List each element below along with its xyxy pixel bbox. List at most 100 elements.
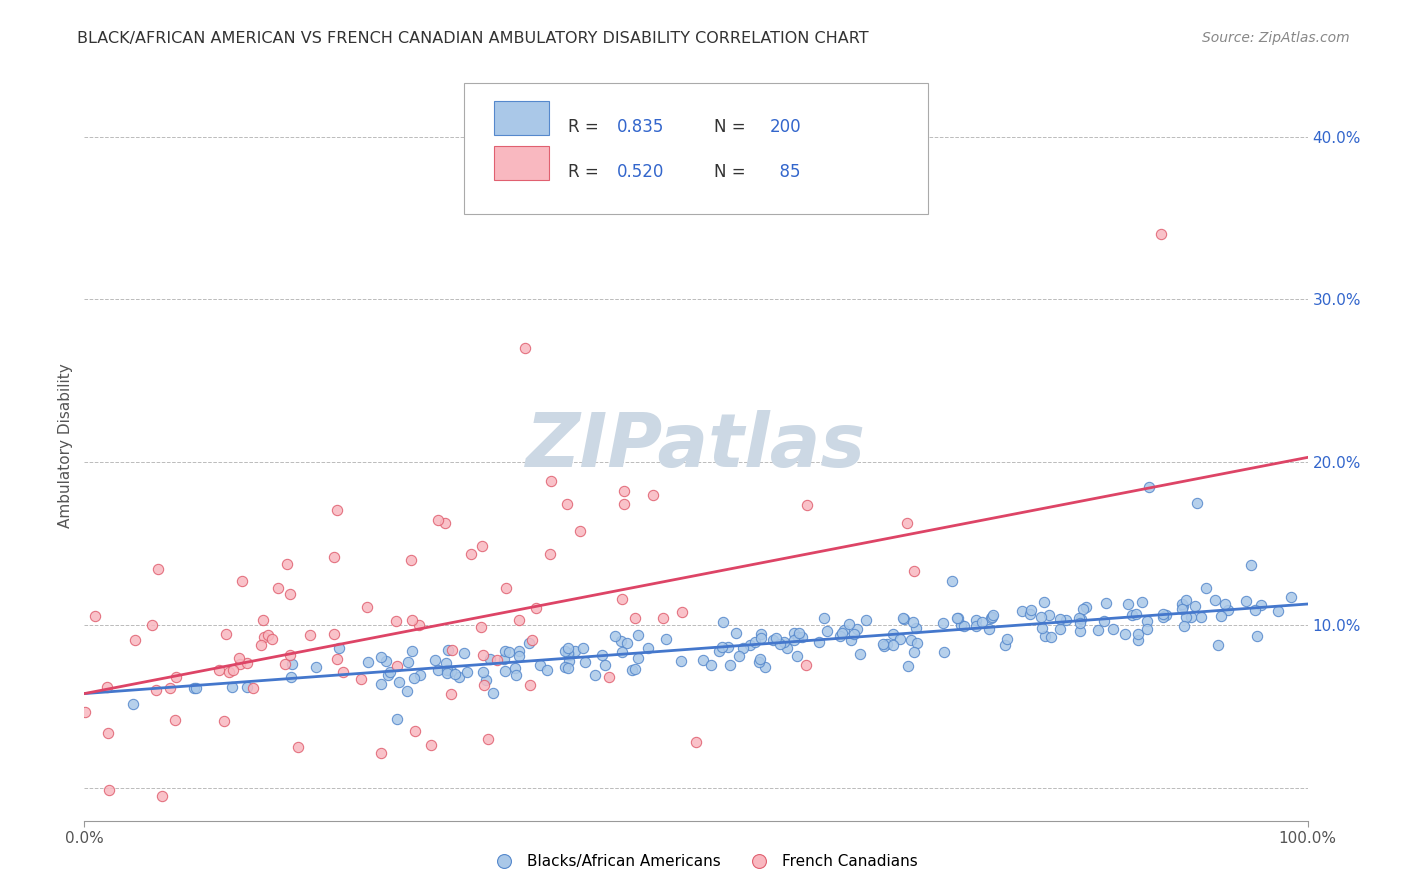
Point — [557, 661, 579, 675]
Point — [685, 735, 707, 749]
Text: R =: R = — [568, 118, 603, 136]
Point — [1206, 638, 1229, 652]
Text: Source: ZipAtlas.com: Source: ZipAtlas.com — [1202, 31, 1350, 45]
Point — [231, 574, 253, 588]
Point — [711, 640, 734, 654]
Point — [252, 613, 274, 627]
Point — [1032, 595, 1054, 609]
Point — [1234, 594, 1257, 608]
Point — [242, 681, 264, 695]
Point — [212, 714, 235, 728]
Point — [73, 705, 96, 719]
Point — [1171, 602, 1194, 616]
Point — [478, 652, 501, 666]
Point — [841, 632, 863, 647]
Point — [1116, 597, 1139, 611]
Point — [613, 497, 636, 511]
Point — [558, 654, 581, 668]
Point — [1171, 597, 1194, 611]
Point — [1189, 610, 1212, 624]
Point — [1092, 614, 1115, 628]
Point — [274, 657, 297, 672]
Point — [855, 613, 877, 627]
Point — [555, 498, 578, 512]
Point — [332, 665, 354, 680]
Point — [754, 660, 776, 674]
Point — [492, 652, 515, 666]
Point — [396, 684, 419, 698]
Point — [783, 632, 806, 647]
Point — [482, 686, 505, 700]
Point — [765, 631, 787, 645]
Point — [807, 635, 830, 649]
Point — [299, 627, 322, 641]
Point — [519, 678, 541, 692]
Point — [762, 632, 785, 647]
Point — [1018, 607, 1040, 622]
Point — [260, 632, 283, 646]
Point — [903, 645, 925, 659]
Text: N =: N = — [714, 118, 751, 136]
Point — [538, 547, 561, 561]
Point — [356, 600, 378, 615]
Point — [655, 632, 678, 647]
Point — [1187, 496, 1209, 510]
Point — [439, 687, 461, 701]
Point — [1216, 603, 1239, 617]
Point — [796, 498, 818, 512]
Point — [981, 607, 1004, 622]
Point — [932, 615, 955, 630]
Point — [557, 641, 579, 656]
Point — [813, 611, 835, 625]
Point — [627, 628, 650, 642]
Point — [218, 665, 240, 679]
Point — [900, 632, 922, 647]
Point — [257, 628, 280, 642]
Point — [436, 666, 458, 681]
Point — [671, 606, 693, 620]
Point — [876, 637, 898, 651]
Point — [557, 648, 579, 662]
Point — [574, 655, 596, 669]
Point — [1250, 599, 1272, 613]
Point — [124, 632, 146, 647]
Point — [498, 644, 520, 658]
Point — [1246, 629, 1268, 643]
Point — [475, 673, 498, 687]
Point — [141, 618, 163, 632]
Point — [1215, 598, 1237, 612]
Point — [305, 660, 328, 674]
Point — [287, 739, 309, 754]
Point — [965, 619, 987, 633]
Point — [1087, 623, 1109, 637]
Point — [399, 552, 422, 566]
Point — [641, 488, 664, 502]
Point — [671, 655, 693, 669]
Point — [692, 653, 714, 667]
Point — [789, 625, 811, 640]
Point — [350, 672, 373, 686]
Point — [472, 678, 495, 692]
FancyBboxPatch shape — [494, 146, 550, 180]
Point — [1067, 611, 1090, 625]
Point — [651, 611, 673, 625]
Point — [950, 617, 973, 632]
Point — [1267, 604, 1289, 618]
Point — [426, 663, 449, 677]
Point — [873, 639, 896, 653]
Point — [748, 655, 770, 669]
Point — [790, 630, 813, 644]
Point — [738, 638, 761, 652]
Point — [1240, 558, 1263, 573]
Point — [83, 609, 105, 624]
Point — [477, 732, 499, 747]
Point — [1204, 592, 1226, 607]
Point — [744, 635, 766, 649]
Point — [995, 632, 1018, 646]
Point — [896, 516, 918, 531]
Point — [401, 644, 423, 658]
Point — [1019, 603, 1042, 617]
Point — [842, 626, 865, 640]
Point — [707, 644, 730, 658]
Point — [554, 660, 576, 674]
